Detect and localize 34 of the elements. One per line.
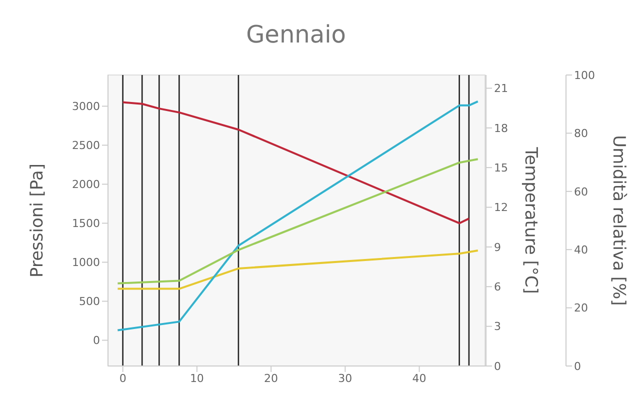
y2-tick-label: 6 (494, 280, 501, 294)
y-tick-label: 1500 (72, 217, 100, 230)
chart-title: Gennaio (246, 20, 346, 49)
y3-tick-label: 40 (574, 244, 588, 257)
x-tick-label: 10 (190, 372, 204, 385)
y2-tick-label: 21 (494, 82, 508, 96)
y2-axis-title: Temperature [°C] (520, 146, 540, 294)
y2-tick-label: 9 (494, 240, 501, 254)
x-tick-label: 30 (338, 372, 352, 385)
y-tick-label: 2500 (72, 139, 100, 152)
y3-tick-label: 20 (574, 302, 588, 315)
line-series (116, 250, 479, 290)
y-tick-label: 500 (79, 295, 100, 308)
y2-tick-label: 3 (494, 320, 501, 334)
y-tick-label: 3000 (72, 100, 100, 114)
y3-axis-title: Umidità relativa [%] (608, 135, 628, 306)
y2-tick-label: 0 (494, 360, 501, 373)
line-series (122, 101, 470, 224)
x-tick-label: 20 (264, 372, 278, 385)
y2-tick-label: 12 (494, 201, 508, 214)
y2-tick-label: 18 (494, 122, 508, 135)
x-tick-label: 0 (119, 372, 126, 385)
line-series (116, 100, 479, 332)
y-tick-label: 2000 (72, 178, 100, 192)
y3-tick-label: 100 (574, 68, 595, 82)
y-tick-label: 0 (93, 334, 100, 348)
x-tick-label: 40 (412, 372, 426, 385)
y3-tick-label: 80 (574, 127, 588, 140)
line-series (116, 158, 479, 284)
y2-tick-label: 15 (494, 161, 508, 174)
y-tick-label: 1000 (72, 256, 100, 270)
y-axis-title: Pressioni [Pa] (28, 164, 48, 278)
y3-tick-label: 0 (574, 360, 581, 373)
y3-tick-label: 60 (574, 185, 588, 198)
